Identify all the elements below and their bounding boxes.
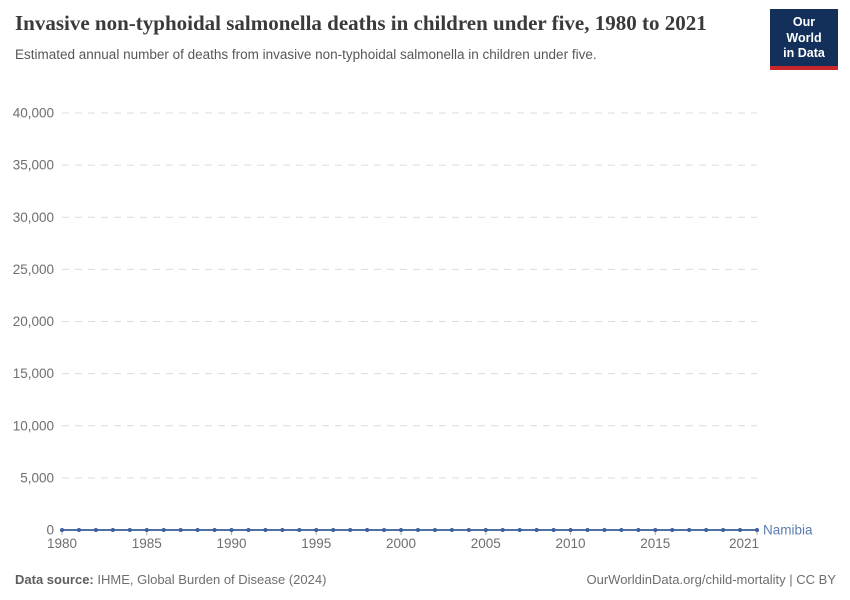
data-point-marker (178, 528, 183, 532)
data-point-marker (653, 528, 658, 532)
data-point-marker (449, 528, 454, 532)
data-point-marker (636, 528, 641, 532)
data-point-marker (670, 528, 675, 532)
data-point-marker (93, 528, 98, 532)
line-chart[interactable]: 0 5,000 10,000 15,000 20,000 25,000 30,000 35,0… (0, 100, 850, 570)
owid-logo-line2: in Data (783, 46, 825, 61)
x-axis-tick-label: 1985 (132, 536, 162, 551)
y-axis-tick-label: 30,000 (13, 210, 54, 225)
x-axis-tick-label: 2010 (556, 536, 586, 551)
data-point-marker (687, 528, 692, 532)
data-point-marker (229, 528, 234, 532)
data-point-marker (382, 528, 387, 532)
x-axis-tick-label: 1990 (216, 536, 246, 551)
data-point-marker (280, 528, 285, 532)
data-point-marker (738, 528, 743, 532)
x-axis-tick-label: 2005 (471, 536, 501, 551)
data-source-value: IHME, Global Burden of Disease (2024) (97, 572, 327, 587)
data-point-marker (161, 528, 166, 532)
data-point-marker (500, 528, 505, 532)
data-point-marker (212, 528, 217, 532)
y-axis-tick-label: 15,000 (13, 366, 54, 381)
y-axis-tick-label: 20,000 (13, 314, 54, 329)
data-point-marker (721, 528, 726, 532)
data-point-marker (755, 528, 759, 532)
y-axis-tick-label: 0 (46, 523, 54, 538)
data-point-marker (127, 528, 132, 532)
data-point-marker (415, 528, 420, 532)
y-axis-tick-label: 40,000 (13, 106, 54, 121)
chart-header: Invasive non-typhoidal salmonella deaths… (15, 10, 755, 62)
owid-logo-line1: Our World (786, 15, 822, 45)
data-point-marker (76, 528, 81, 532)
data-point-marker (568, 528, 573, 532)
owid-logo[interactable]: Our World in Data (770, 9, 838, 70)
data-point-marker (585, 528, 590, 532)
chart-title: Invasive non-typhoidal salmonella deaths… (15, 11, 707, 35)
y-axis-tick-label: 10,000 (13, 418, 54, 433)
data-point-marker (399, 528, 404, 532)
data-point-marker (432, 528, 437, 532)
chart-footer: Data source: IHME, Global Burden of Dise… (15, 572, 836, 587)
data-point-marker (60, 528, 64, 532)
data-point-marker (195, 528, 200, 532)
y-axis-tick-label: 25,000 (13, 262, 54, 277)
y-axis-tick-label: 35,000 (13, 158, 54, 173)
x-axis-tick-label: 2000 (386, 536, 416, 551)
data-point-marker (619, 528, 624, 532)
data-point-marker (534, 528, 539, 532)
data-point-marker (331, 528, 336, 532)
data-point-marker (110, 528, 115, 532)
data-point-marker (483, 528, 488, 532)
series-entity-label-namibia[interactable]: Namibia (763, 523, 813, 538)
data-point-marker (348, 528, 353, 532)
data-point-marker (466, 528, 471, 532)
data-point-marker (297, 528, 302, 532)
data-point-marker (144, 528, 149, 532)
x-axis-tick-label: 2015 (640, 536, 670, 551)
data-source-label: Data source: (15, 572, 94, 587)
data-point-marker (263, 528, 268, 532)
chart-subtitle: Estimated annual number of deaths from i… (15, 47, 597, 63)
data-point-marker (365, 528, 370, 532)
line-chart-canvas[interactable]: 0 5,000 10,000 15,000 20,000 25,000 30,000 35,0… (0, 100, 850, 570)
data-point-marker (602, 528, 607, 532)
data-point-marker (704, 528, 709, 532)
x-axis-tick-label: 2021 (729, 536, 759, 551)
x-axis-tick-label: 1980 (47, 536, 77, 551)
data-point-marker (517, 528, 522, 532)
data-point-marker (314, 528, 319, 532)
data-source-line: Data source: IHME, Global Burden of Dise… (15, 572, 326, 587)
data-point-marker (551, 528, 556, 532)
data-point-marker (246, 528, 251, 532)
x-axis-tick-label: 1995 (301, 536, 331, 551)
y-axis-tick-label: 5,000 (20, 470, 54, 485)
owid-license-link[interactable]: OurWorldinData.org/child-mortality | CC … (586, 572, 837, 587)
